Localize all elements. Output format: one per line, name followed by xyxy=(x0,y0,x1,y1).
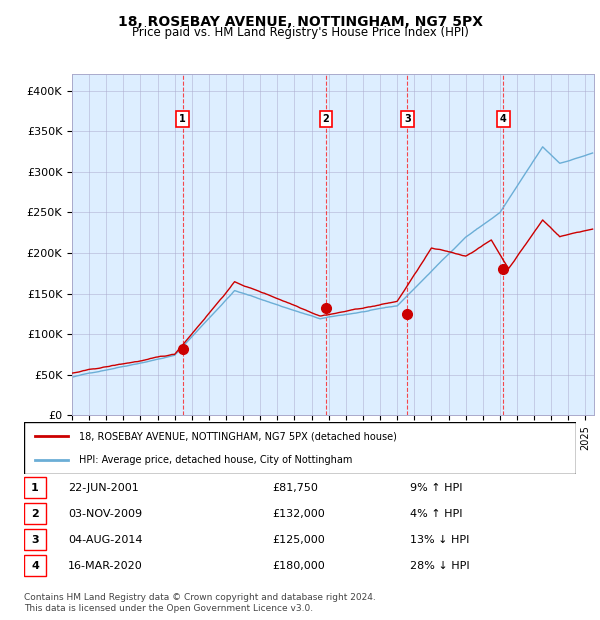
Text: Contains HM Land Registry data © Crown copyright and database right 2024.
This d: Contains HM Land Registry data © Crown c… xyxy=(24,593,376,613)
FancyBboxPatch shape xyxy=(24,477,46,498)
Text: 22-JUN-2001: 22-JUN-2001 xyxy=(68,483,139,493)
Text: 16-MAR-2020: 16-MAR-2020 xyxy=(68,561,143,571)
Text: 4% ↑ HPI: 4% ↑ HPI xyxy=(410,509,463,519)
Text: 9% ↑ HPI: 9% ↑ HPI xyxy=(410,483,463,493)
Text: £125,000: £125,000 xyxy=(272,535,325,545)
Text: HPI: Average price, detached house, City of Nottingham: HPI: Average price, detached house, City… xyxy=(79,454,353,464)
Text: 18, ROSEBAY AVENUE, NOTTINGHAM, NG7 5PX: 18, ROSEBAY AVENUE, NOTTINGHAM, NG7 5PX xyxy=(118,16,482,30)
FancyBboxPatch shape xyxy=(24,503,46,525)
Text: 1: 1 xyxy=(31,483,39,493)
Text: 04-AUG-2014: 04-AUG-2014 xyxy=(68,535,143,545)
FancyBboxPatch shape xyxy=(24,422,576,474)
Text: 3: 3 xyxy=(404,114,410,124)
Text: £180,000: £180,000 xyxy=(272,561,325,571)
Text: 2: 2 xyxy=(31,509,39,519)
Text: 3: 3 xyxy=(31,535,39,545)
Text: 18, ROSEBAY AVENUE, NOTTINGHAM, NG7 5PX (detached house): 18, ROSEBAY AVENUE, NOTTINGHAM, NG7 5PX … xyxy=(79,432,397,441)
Text: Price paid vs. HM Land Registry's House Price Index (HPI): Price paid vs. HM Land Registry's House … xyxy=(131,26,469,39)
FancyBboxPatch shape xyxy=(24,529,46,551)
Text: £132,000: £132,000 xyxy=(272,509,325,519)
Text: £81,750: £81,750 xyxy=(272,483,318,493)
Text: 4: 4 xyxy=(31,561,39,571)
FancyBboxPatch shape xyxy=(24,556,46,577)
Text: 2: 2 xyxy=(323,114,329,124)
Text: 4: 4 xyxy=(500,114,506,124)
Text: 1: 1 xyxy=(179,114,186,124)
Text: 13% ↓ HPI: 13% ↓ HPI xyxy=(410,535,470,545)
Text: 03-NOV-2009: 03-NOV-2009 xyxy=(68,509,142,519)
Text: 28% ↓ HPI: 28% ↓ HPI xyxy=(410,561,470,571)
